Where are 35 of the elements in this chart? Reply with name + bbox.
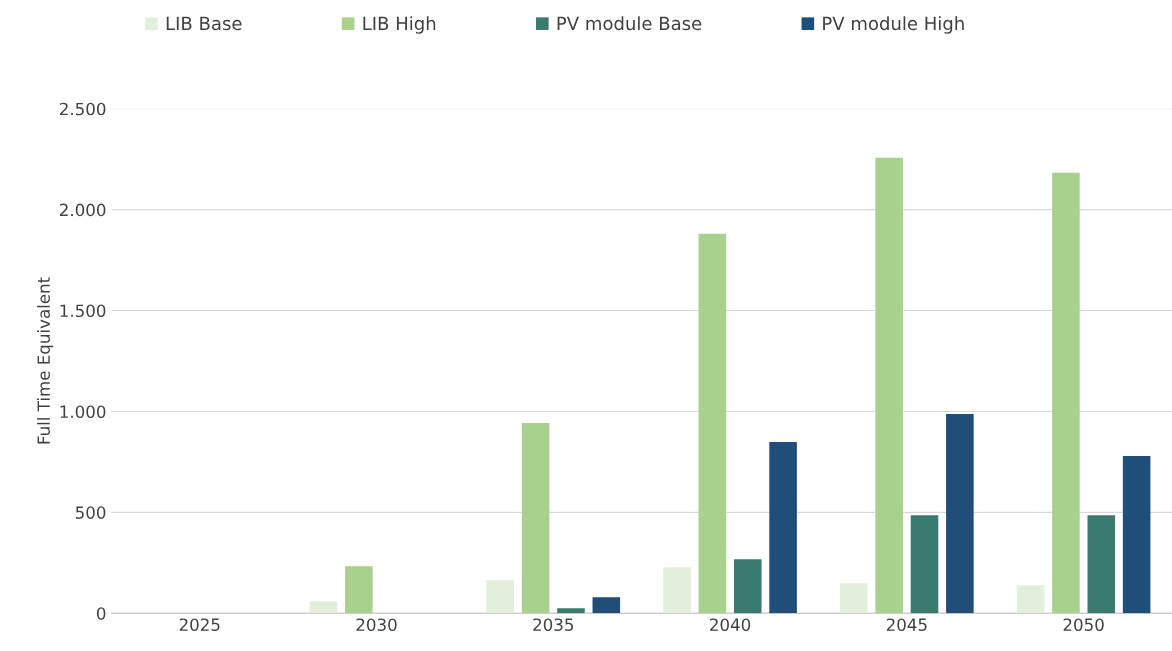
bar (946, 414, 974, 614)
y-tick-label: 2.000 (59, 203, 106, 217)
legend-label: PV module High (823, 16, 964, 34)
bar (698, 233, 727, 614)
bar (1087, 515, 1116, 614)
bar (769, 442, 797, 614)
x-tick-label: 2025 (179, 618, 220, 631)
bar (1016, 585, 1045, 614)
bar (663, 567, 691, 614)
y-tick-label: 1.500 (60, 304, 106, 318)
y-tick-label: 0 (96, 607, 106, 620)
y-axis-title: Full Time Equivalent (37, 277, 54, 444)
bar (733, 559, 762, 614)
bar (875, 157, 903, 614)
bar (345, 566, 373, 614)
legend-label: LIB High (363, 16, 436, 34)
x-tick-label: 2035 (533, 618, 574, 631)
y-tick-label: 1.000 (60, 405, 106, 418)
x-tick-label: 2030 (356, 618, 397, 631)
x-tick-label: 2050 (1063, 618, 1104, 631)
x-tick-label: 2040 (710, 618, 751, 631)
legend-label: PV module Base (557, 16, 702, 31)
x-tick-label: 2045 (886, 618, 927, 631)
bar (557, 608, 585, 614)
bar (521, 422, 550, 614)
y-tick-label: 500 (75, 506, 106, 519)
bar (1052, 172, 1080, 614)
bar (840, 583, 868, 614)
bar (486, 580, 515, 614)
y-tick-label: 2.500 (59, 102, 106, 116)
bar (592, 597, 621, 614)
legend-label: LIB Base (166, 16, 242, 31)
bar (1122, 456, 1151, 614)
bar (309, 601, 338, 614)
bar (910, 515, 939, 614)
